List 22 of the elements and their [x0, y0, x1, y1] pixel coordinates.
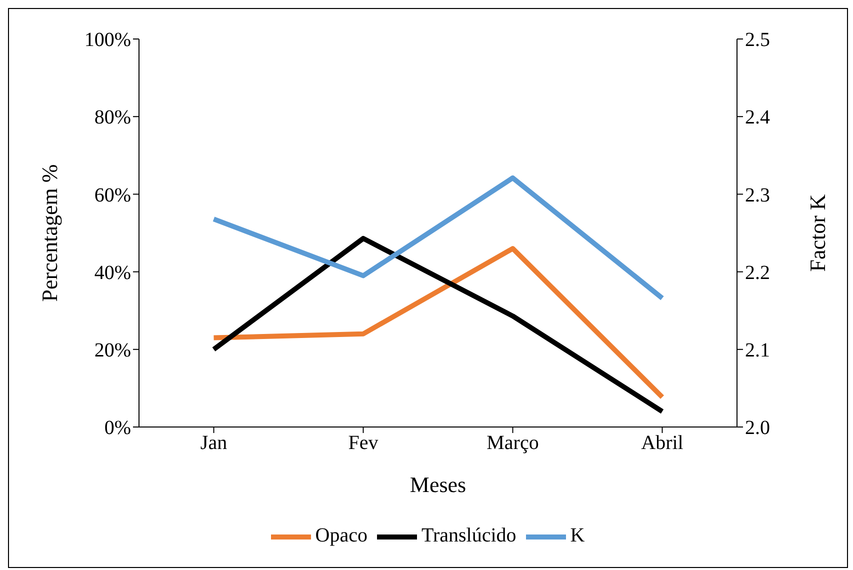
y-axis-title: Percentagem % [36, 164, 62, 302]
legend-label: Translúcido [421, 524, 516, 547]
y2-axis-title: Factor K [804, 194, 830, 272]
x-tick-label: Fev [348, 432, 378, 454]
x-tick-label: Jan [200, 432, 228, 454]
legend-label: K [570, 524, 585, 547]
y2-tick-label: 2.1 [745, 340, 770, 362]
y-tick-label: 60% [94, 184, 131, 206]
y2-tick-label: 2.5 [745, 29, 770, 52]
y-tick-label: 20% [94, 340, 131, 362]
x-tick-label: Março [486, 432, 539, 454]
y2-tick-label: 2.3 [745, 184, 770, 206]
y-tick-label: 100% [84, 29, 131, 52]
x-axis-title: Meses [410, 472, 466, 497]
x-tick-label: Abril [641, 432, 684, 454]
y-tick-label: 40% [94, 262, 131, 284]
y2-tick-label: 2.4 [745, 106, 770, 129]
y-tick-label: 0% [104, 417, 131, 440]
legend-label: Opaco [315, 524, 368, 547]
y-tick-label: 80% [94, 106, 131, 129]
y2-tick-label: 2.0 [745, 417, 770, 440]
y2-tick-label: 2.2 [745, 262, 770, 284]
